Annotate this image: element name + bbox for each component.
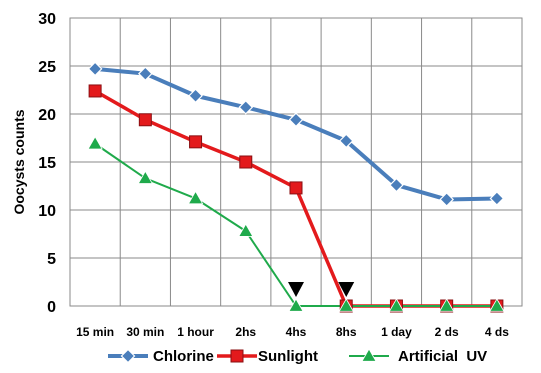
data-point-artificial-uv <box>87 135 103 150</box>
data-point-chlorine <box>389 177 404 193</box>
data-point-artificial-uv <box>288 298 304 312</box>
data-point-artificial-uv <box>137 170 154 184</box>
legend-label: Artificial UV <box>398 348 487 365</box>
legend-marker <box>230 349 244 363</box>
data-point-chlorine <box>288 112 304 128</box>
data-point-chlorine <box>137 66 153 82</box>
data-point-chlorine <box>338 133 354 149</box>
series-line-chlorine <box>94 66 497 202</box>
x-tick-label: 8hs <box>336 325 357 339</box>
x-tick-label: 2 ds <box>435 325 459 339</box>
y-tick-label: 30 <box>38 11 56 28</box>
y-tick-label: 0 <box>47 299 56 316</box>
data-point-artificial-uv <box>338 298 354 312</box>
data-point-chlorine <box>87 61 103 77</box>
data-point-sunlight <box>239 155 253 169</box>
data-point-sunlight <box>189 135 203 149</box>
x-tick-label: 1 hour <box>177 325 214 339</box>
x-tick-label: 2hs <box>235 325 256 339</box>
legend-label: Chlorine <box>153 348 214 365</box>
data-point-sunlight <box>138 113 152 127</box>
data-point-chlorine <box>439 192 455 207</box>
data-point-artificial-uv <box>187 190 204 205</box>
y-tick-label: 5 <box>47 251 56 268</box>
y-tick-label: 10 <box>38 203 56 220</box>
legend-marker <box>361 348 377 362</box>
y-tick-label: 15 <box>38 155 56 172</box>
data-point-sunlight <box>88 84 102 98</box>
data-point-chlorine <box>188 88 203 104</box>
legend-label: Sunlight <box>258 348 318 365</box>
data-point-artificial-uv <box>238 223 254 237</box>
x-tick-label: 4hs <box>286 325 307 339</box>
data-point-sunlight <box>289 181 303 195</box>
data-point-chlorine <box>238 99 254 115</box>
y-tick-label: 25 <box>38 59 56 76</box>
y-axis-label: Oocysts counts <box>11 109 27 214</box>
legend-marker <box>120 348 136 364</box>
y-tick-label: 20 <box>38 107 56 124</box>
data-point-chlorine <box>489 191 505 206</box>
x-tick-label: 1 day <box>381 325 412 339</box>
annotation-arrow <box>338 282 355 297</box>
x-tick-label: 4 ds <box>485 325 509 339</box>
x-tick-label: 30 min <box>126 325 164 339</box>
data-point-artificial-uv <box>489 298 505 312</box>
series-line-artificial-uv <box>94 142 497 307</box>
data-point-artificial-uv <box>388 298 405 312</box>
x-tick-label: 15 min <box>76 325 114 339</box>
data-point-artificial-uv <box>438 298 455 312</box>
annotation-arrow <box>288 282 304 297</box>
